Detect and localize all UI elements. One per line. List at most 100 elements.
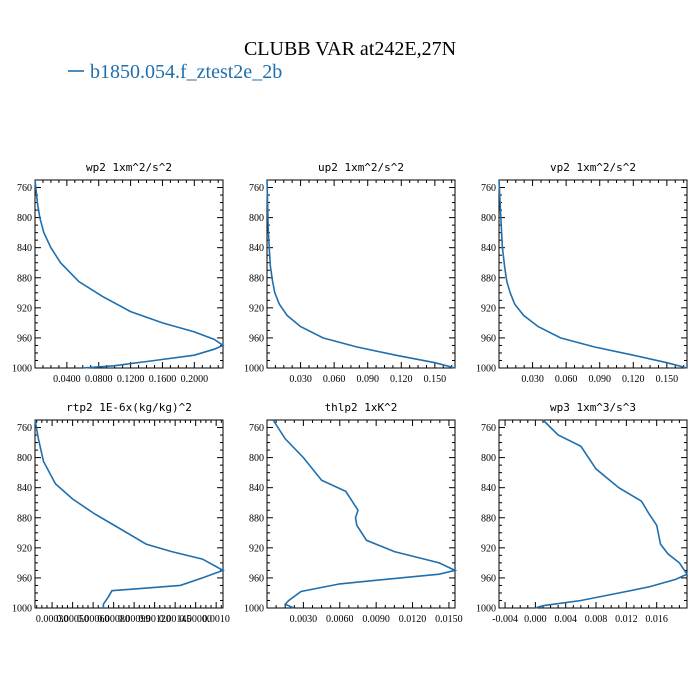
x-tick-label: 0.0150: [435, 614, 463, 625]
panel-grid: wp2 1xm^2/s^2 760 800 840 880 920 960 1000 0.040…: [12, 161, 689, 625]
panel-5: thlp2 1xK^2 760 800 840 880 920 960 1000 0.0030 0…: [244, 401, 463, 625]
x-tick-label: 0.090: [588, 374, 611, 385]
x-tick-label: 0.00080: [97, 614, 130, 625]
y-tick-label: 960: [17, 333, 32, 344]
y-tick-label: 760: [481, 183, 496, 194]
x-tick-label: 0.0120: [399, 614, 427, 625]
x-tick-label: -0.004: [492, 614, 518, 625]
y-tick-label: 800: [481, 453, 496, 464]
y-tick-label: 1000: [476, 604, 496, 615]
x-tick-label: 0.00120: [138, 614, 171, 625]
y-tick-label: 880: [249, 513, 264, 524]
x-tick-label: 0.0400: [53, 374, 81, 385]
y-tick-label: 840: [17, 483, 32, 494]
y-tick-label: 800: [17, 453, 32, 464]
series-line: [535, 419, 689, 609]
x-tick-label: 0.00050: [56, 614, 89, 625]
y-tick-label: 960: [481, 573, 496, 584]
y-tick-label: 1000: [12, 604, 32, 615]
panel-6: wp3 1xm^3/s^3 760 800 840 880 920 960 1000-0.00…: [476, 401, 689, 625]
x-tick-label: 0.004: [554, 614, 577, 625]
x-tick-label: 0.150: [656, 374, 679, 385]
series-line: [34, 419, 225, 608]
y-tick-label: 960: [481, 333, 496, 344]
panel-frame: [34, 179, 224, 369]
panel-title: thlp2 1xK^2: [325, 401, 398, 414]
y-tick-label: 1000: [12, 364, 32, 375]
y-tick-label: 1000: [244, 604, 264, 615]
x-tick-label: 0.00060: [77, 614, 110, 625]
y-tick-label: 880: [481, 273, 496, 284]
y-tick-label: 840: [17, 243, 32, 254]
y-tick-label: 960: [249, 573, 264, 584]
x-tick-label: 0.2000: [181, 374, 209, 385]
panel-frame: [266, 419, 456, 609]
series-line: [266, 179, 456, 369]
y-tick-label: 880: [17, 273, 32, 284]
legend: b1850.054.f_ztest2e_2b: [68, 61, 282, 83]
x-tick-label: 0.0800: [85, 374, 113, 385]
panel-4: rtp2 1E-6x(kg/kg)^2 760 800 840 880 920 960 100…: [12, 401, 230, 625]
figure-title: CLUBB VAR at242E,27N: [244, 38, 456, 60]
x-tick-label: 0.012: [615, 614, 638, 625]
y-tick-label: 880: [249, 273, 264, 284]
y-tick-label: 840: [481, 483, 496, 494]
x-tick-label: 0.1200: [117, 374, 145, 385]
y-tick-label: 960: [17, 573, 32, 584]
x-tick-label: 0.060: [555, 374, 578, 385]
y-tick-label: 840: [249, 483, 264, 494]
legend-label: b1850.054.f_ztest2e_2b: [90, 61, 282, 83]
y-tick-label: 920: [481, 303, 496, 314]
panel-title: rtp2 1E-6x(kg/kg)^2: [66, 401, 192, 414]
series-line: [34, 179, 225, 369]
panel-title: up2 1xm^2/s^2: [318, 161, 404, 174]
x-tick-label: 0.1600: [149, 374, 177, 385]
y-tick-label: 760: [17, 183, 32, 194]
y-tick-label: 760: [17, 423, 32, 434]
y-tick-label: 760: [249, 183, 264, 194]
y-tick-label: 960: [249, 333, 264, 344]
x-tick-label: 0.030: [289, 374, 312, 385]
y-tick-label: 920: [249, 543, 264, 554]
panel-3: vp2 1xm^2/s^2 760 800 840 880 920 960 1000 0.030…: [476, 161, 688, 385]
y-tick-label: 920: [17, 543, 32, 554]
y-tick-label: 920: [481, 543, 496, 554]
y-tick-label: 840: [249, 243, 264, 254]
panel-title: wp3 1xm^3/s^3: [550, 401, 636, 414]
x-tick-label: 0.120: [390, 374, 413, 385]
x-tick-label: 0.016: [645, 614, 668, 625]
x-tick-label: 0.0090: [362, 614, 390, 625]
panel-frame: [498, 419, 688, 609]
x-tick-label: 0.060: [323, 374, 346, 385]
panel-frame: [498, 179, 688, 369]
y-tick-label: 800: [481, 213, 496, 224]
series-line: [272, 419, 458, 609]
y-tick-label: 880: [481, 513, 496, 524]
x-tick-label: 0.0010: [202, 614, 230, 625]
x-tick-label: 0.00000: [179, 614, 212, 625]
x-tick-label: 0.008: [585, 614, 608, 625]
x-tick-label: 0.0030: [290, 614, 318, 625]
x-tick-label: 0.090: [356, 374, 379, 385]
y-tick-label: 840: [481, 243, 496, 254]
y-tick-label: 880: [17, 513, 32, 524]
x-tick-label: 0.030: [521, 374, 544, 385]
panel-title: vp2 1xm^2/s^2: [550, 161, 636, 174]
y-tick-label: 800: [249, 213, 264, 224]
x-tick-label: 0.0060: [326, 614, 354, 625]
x-tick-label: 0.00030: [36, 614, 69, 625]
x-tick-label: 0.00099: [118, 614, 151, 625]
y-tick-label: 920: [17, 303, 32, 314]
panel-1: wp2 1xm^2/s^2 760 800 840 880 920 960 1000 0.040…: [12, 161, 225, 385]
y-tick-label: 1000: [244, 364, 264, 375]
series-line: [498, 179, 688, 369]
y-tick-label: 1000: [476, 364, 496, 375]
y-tick-label: 760: [481, 423, 496, 434]
x-tick-label: 0.150: [424, 374, 447, 385]
y-tick-label: 920: [249, 303, 264, 314]
panel-2: up2 1xm^2/s^2 760 800 840 880 920 960 1000 0.030…: [244, 161, 456, 385]
panel-title: wp2 1xm^2/s^2: [86, 161, 172, 174]
x-tick-label: 0.120: [622, 374, 645, 385]
panel-frame: [266, 179, 456, 369]
